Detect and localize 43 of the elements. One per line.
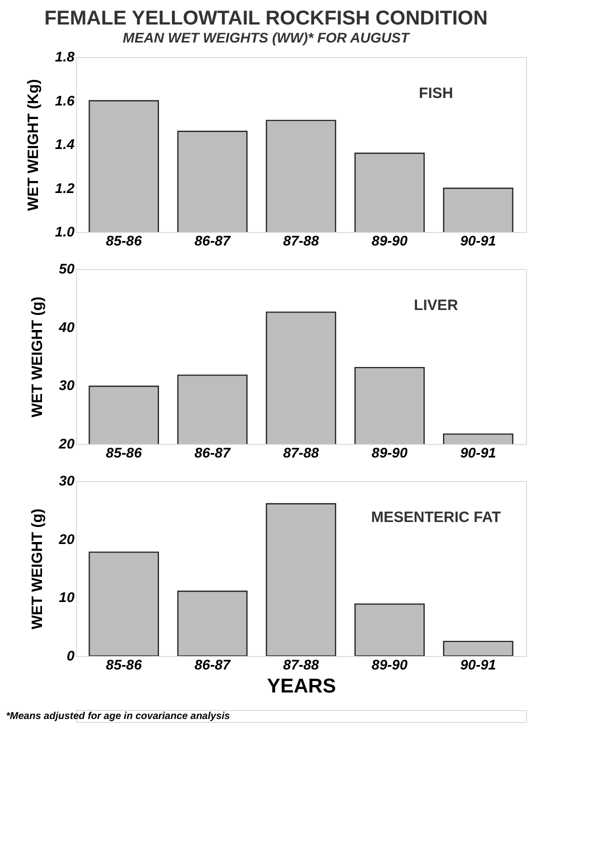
y-tick-label: 1.8 [55, 48, 75, 64]
bar [354, 603, 425, 656]
x-tick-label: 90-91 [460, 232, 496, 248]
x-tick-label: 89-90 [372, 444, 408, 460]
chart-subtitle: MEAN WET WEIGHTS (WW)* FOR AUGUST [122, 30, 411, 46]
x-tick-label: 90-91 [460, 656, 496, 672]
annotation: MESENTERIC FAT [371, 509, 501, 526]
x-tick-label: 87-88 [283, 232, 320, 248]
y-tick-label: 30 [58, 472, 75, 488]
text: *Means adjusted for age in covariance analysis [6, 711, 230, 722]
bar [443, 640, 514, 656]
y-tick-label: 30 [58, 377, 75, 394]
annotation: LIVER [414, 297, 458, 314]
x-tick-label: 87-88 [283, 656, 320, 672]
x-tick-label: 87-88 [283, 444, 320, 460]
y-tick-label: 50 [58, 260, 75, 276]
y-axis-title: WET WEIGHT (g) [28, 508, 46, 630]
x-tick-label: 86-87 [194, 444, 232, 460]
bar [266, 503, 336, 656]
y-tick-label: 1.2 [55, 180, 75, 196]
x-tick-label: 89-90 [372, 232, 408, 248]
y-tick-label: 1.4 [55, 136, 75, 152]
y-tick-label: 0 [66, 648, 75, 664]
y-tick-label: 10 [58, 589, 75, 606]
x-tick-label: 90-91 [460, 444, 496, 460]
y-tick-label: 20 [58, 530, 75, 547]
bar [88, 552, 159, 656]
y-axis-title: WET WEIGHT (g) [28, 296, 46, 418]
y-tick-label: 1.0 [55, 224, 75, 240]
annotation: FISH [418, 85, 454, 102]
x-tick-label: 85-86 [106, 232, 142, 248]
x-tick-label: 85-86 [106, 656, 142, 672]
x-tick-label: 85-86 [106, 444, 142, 460]
chart-title: FEMALE YELLOWTAIL ROCKFISH CONDITION [44, 8, 488, 30]
x-tick-label: 86-87 [194, 232, 232, 248]
y-axis-title: WET WEIGHT (Kg) [25, 79, 42, 211]
x-tick-label: 86-87 [194, 656, 232, 672]
bar [177, 590, 248, 656]
x-axis-title: YEARS [267, 676, 336, 698]
y-tick-label: 40 [58, 318, 75, 335]
y-tick-label: 1.6 [55, 92, 75, 108]
y-tick-label: 20 [58, 436, 75, 452]
x-tick-label: 89-90 [372, 656, 408, 672]
